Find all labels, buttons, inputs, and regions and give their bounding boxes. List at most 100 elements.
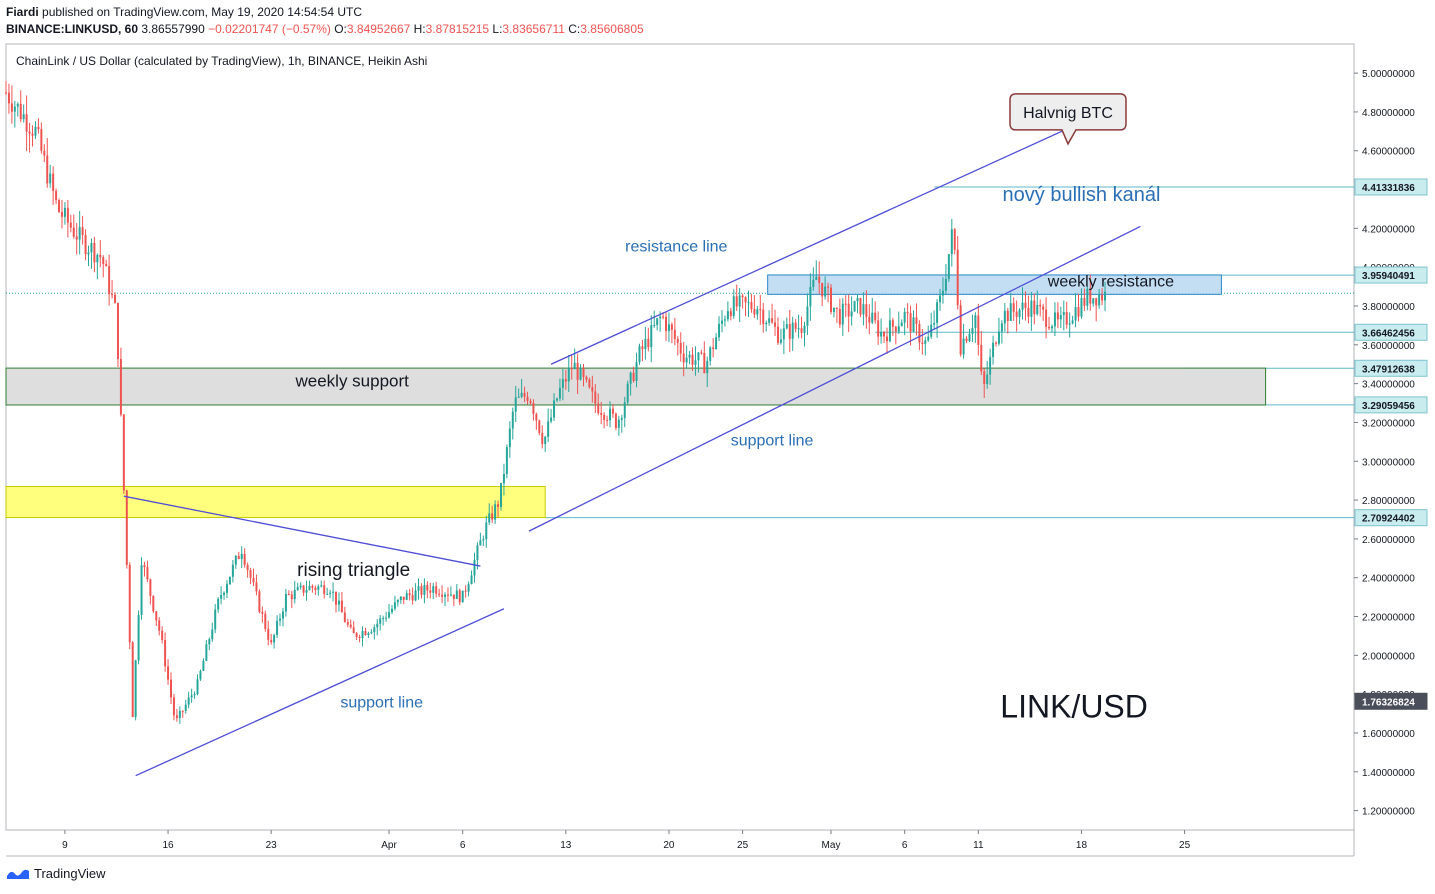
candle-body [656,318,659,326]
candle-body [446,594,449,596]
candle-body [641,346,644,350]
candle-body [281,611,284,619]
time-axis[interactable]: 9 16 23 Apr 6 13 20 25 May 6 11 18 25 [62,830,1191,851]
candle-body [270,639,273,643]
candle-body [685,357,688,363]
candle-body [190,695,193,698]
x-tick-label: 25 [1179,840,1191,851]
candle-body [862,304,865,315]
candle-body [49,173,52,184]
y-tick-label: 3.00000000 [1362,457,1415,468]
close-label: C: [568,22,581,36]
candle-body [1101,294,1104,301]
symbol-label: BINANCE:LINKUSD, 60 [6,22,139,36]
candle-body [665,316,668,331]
candle-body [732,296,735,317]
x-tick-label: Apr [381,840,397,851]
candle-body [788,324,791,339]
candle-body [184,704,187,711]
candle-body [629,372,632,384]
candle-body [771,318,774,323]
candle-body [223,592,226,595]
author-name[interactable]: Fiardi [6,5,39,19]
candle-body [977,315,980,345]
candle-body [915,317,918,324]
candle-body [317,586,320,590]
candle-body [700,352,703,354]
candle-body [894,326,897,332]
candle-body [647,338,650,348]
plot-area[interactable] [5,43,1355,831]
candle-body [16,103,19,107]
candle-body [762,309,765,325]
candle-body [535,413,538,421]
trendlines [123,121,1141,777]
footer-brand[interactable]: TradingView [34,866,106,881]
candle-body [181,710,184,712]
trendline-channel-resistance [550,121,1084,365]
candle-body [367,633,370,635]
candle-body [718,323,721,338]
candle-body [865,304,868,317]
candle-body [971,328,974,334]
last-price: 3.86557990 [141,22,205,36]
candle-body [1021,302,1024,310]
candle-body [193,694,196,696]
candle-body [494,504,497,520]
candle-body [314,587,317,590]
candle-body [800,328,803,333]
candle-body [906,311,909,314]
candle-body [332,591,335,593]
candle-body [1024,302,1027,308]
candle-body [187,697,190,705]
candle-body [25,114,28,132]
candle-body [939,295,942,303]
candle-body [1080,297,1083,317]
trendline-channel-support [528,225,1141,532]
candle-body [225,584,228,593]
candle-body [706,360,709,374]
y-tick-label: 3.20000000 [1362,418,1415,429]
candle-body [579,367,582,380]
candle-body [1098,294,1101,306]
candle-body [508,428,511,448]
candle-body [84,234,87,255]
candle-body [1068,323,1071,325]
candle-body [983,371,986,385]
candle-body [346,622,349,625]
candle-body [1042,306,1045,310]
candle-body [411,595,414,601]
candle-body [476,545,479,560]
candle-body [58,200,61,213]
candle-body [1003,310,1006,324]
candle-body [320,585,323,587]
candle-body [1050,326,1053,329]
candle-body [420,586,423,595]
candle-body [497,504,500,507]
candle-body [670,324,673,330]
candle-body [178,710,181,719]
annotation-text: weekly support [295,372,410,391]
candle-body [276,620,279,635]
candle-body [847,303,850,317]
candle-body [370,632,373,634]
candle-body [659,316,662,319]
candle-body [196,679,199,695]
candle-body [526,396,529,401]
price-label-text: 3.29059456 [1362,401,1415,412]
candle-body [444,594,447,597]
candle-body [941,290,944,296]
candle-body [635,362,638,381]
candle-body [1015,311,1018,317]
x-tick-label: 25 [737,840,749,851]
candle-body [246,564,249,571]
candle-body [936,302,939,323]
candle-body [505,447,508,475]
candle-body [888,320,891,342]
candle-body [452,594,455,599]
candle-body [729,311,732,317]
price-label-text: 3.47912638 [1362,364,1415,375]
price-axis[interactable]: 5.00000000 4.80000000 4.60000000 4.20000000… [1354,69,1428,818]
candle-body [252,577,255,583]
